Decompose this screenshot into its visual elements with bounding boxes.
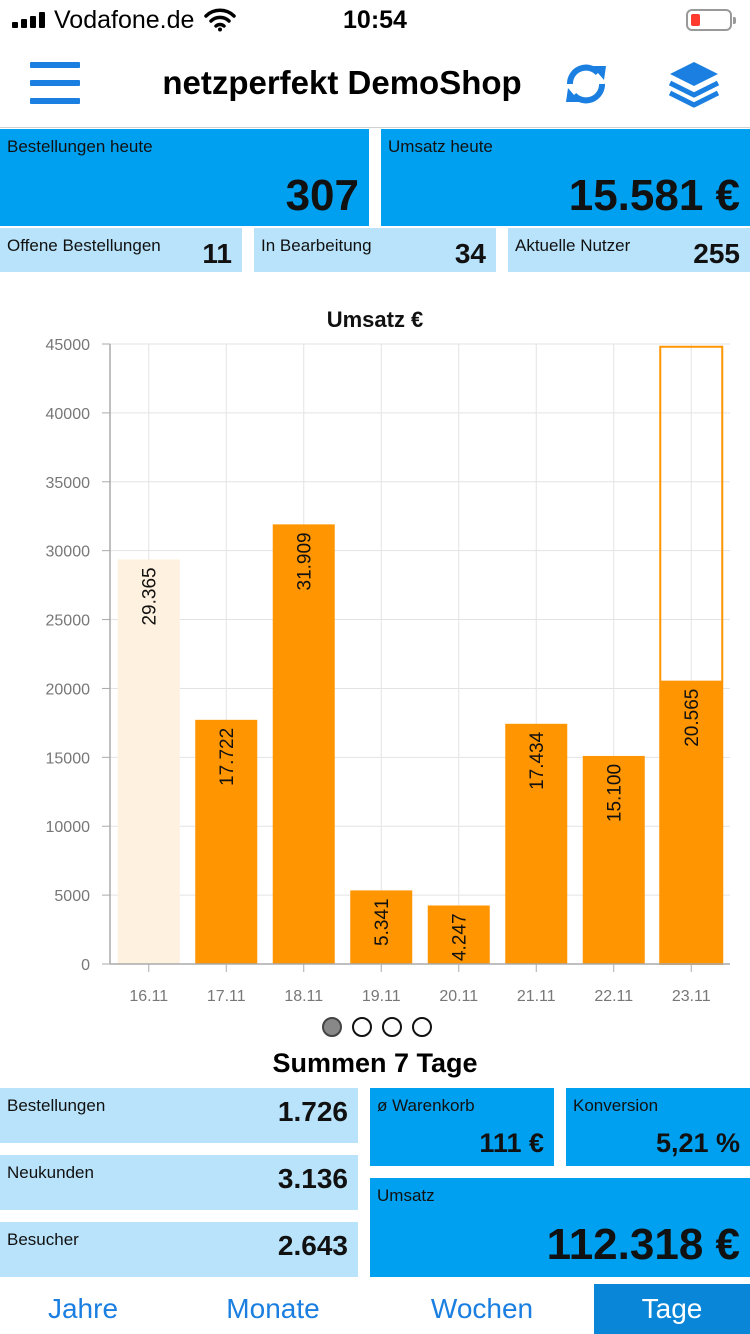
- tab-months[interactable]: Monate: [226, 1293, 320, 1324]
- pager-dot[interactable]: [352, 1017, 372, 1037]
- tab-days[interactable]: Tage: [594, 1284, 750, 1334]
- summary-orders-label: Bestellungen: [7, 1096, 106, 1115]
- summary-orders-value: 1.726: [277, 1096, 348, 1127]
- tab-years[interactable]: Jahre: [47, 1293, 119, 1324]
- orders-today-value: 307: [285, 171, 359, 220]
- layers-icon[interactable]: [666, 58, 722, 110]
- summary-new-customers-tile[interactable]: Neukunden 3.136: [0, 1155, 358, 1210]
- conversion-value: 5,21 %: [655, 1128, 740, 1158]
- avg-basket-label: ø Warenkorb: [377, 1096, 475, 1115]
- bar-23.11: [660, 680, 723, 964]
- avg-basket-value: 111 €: [479, 1128, 544, 1158]
- orders-today-label: Bestellungen heute: [7, 137, 153, 156]
- revenue-today-label: Umsatz heute: [388, 137, 493, 156]
- signal-strength-icon: [12, 12, 48, 28]
- x-tick-label: 22.11: [594, 988, 633, 1005]
- summary-visitors-tile[interactable]: Besucher 2.643: [0, 1222, 358, 1277]
- current-users-value: 255: [693, 238, 740, 269]
- app-header: netzperfekt DemoShop: [0, 40, 750, 128]
- conversion-tile[interactable]: Konversion 5,21 %: [566, 1088, 750, 1166]
- hamburger-menu-icon[interactable]: [30, 60, 82, 106]
- open-orders-value: 11: [202, 238, 232, 269]
- x-tick-label: 17.11: [207, 988, 246, 1005]
- y-tick-label: 5000: [54, 888, 90, 905]
- avg-basket-tile[interactable]: ø Warenkorb 111 €: [370, 1088, 554, 1166]
- bar-19.11: [350, 890, 413, 964]
- x-tick-label: 23.11: [672, 988, 711, 1005]
- battery-icon: [686, 9, 736, 31]
- open-orders-tile[interactable]: Offene Bestellungen 11: [0, 228, 242, 272]
- chart-title: Umsatz €: [327, 307, 424, 332]
- app-title: netzperfekt DemoShop: [162, 64, 522, 101]
- summary-revenue-value: 112.318 €: [546, 1220, 740, 1269]
- bar-value-label: 4.247: [450, 913, 471, 961]
- revenue-today-value: 15.581 €: [568, 171, 740, 220]
- bar-16.11: [117, 559, 180, 964]
- summary-orders-tile[interactable]: Bestellungen 1.726: [0, 1088, 358, 1143]
- bar-18.11: [272, 524, 335, 964]
- chart-pager[interactable]: [322, 1017, 434, 1037]
- bar-17.11: [195, 719, 258, 964]
- x-tick-label: 19.11: [362, 988, 401, 1005]
- bar-value-label: 20.565: [682, 689, 703, 747]
- summary-revenue-tile[interactable]: Umsatz 112.318 €: [370, 1178, 750, 1277]
- bar-22.11: [582, 755, 645, 964]
- bar-value-label: 17.434: [527, 731, 548, 790]
- summary-visitors-value: 2.643: [277, 1230, 348, 1261]
- pager-dot[interactable]: [412, 1017, 432, 1037]
- x-tick-label: 16.11: [129, 988, 168, 1005]
- bar-value-label: 15.100: [605, 764, 626, 822]
- summary-new-customers-value: 3.136: [277, 1163, 348, 1194]
- summary-visitors-label: Besucher: [7, 1230, 79, 1249]
- y-tick-label: 30000: [46, 544, 91, 561]
- orders-today-tile[interactable]: Bestellungen heute 307: [0, 129, 369, 226]
- carrier-name: Vodafone.de: [54, 6, 195, 34]
- x-tick-label: 21.11: [517, 988, 556, 1005]
- tab-weeks[interactable]: Wochen: [430, 1293, 534, 1324]
- pager-dot[interactable]: [382, 1017, 402, 1037]
- y-tick-label: 15000: [46, 750, 91, 767]
- pager-dot[interactable]: [322, 1017, 342, 1037]
- y-tick-label: 45000: [46, 337, 91, 354]
- x-tick-label: 18.11: [284, 988, 323, 1005]
- revenue-bar-chart[interactable]: Umsatz € 0 5000 10000 15000 20000 25000 30000 35…: [0, 300, 750, 1010]
- in-progress-label: In Bearbeitung: [261, 236, 372, 255]
- summary-revenue-label: Umsatz: [377, 1186, 435, 1205]
- x-tick-label: 20.11: [439, 988, 478, 1005]
- bar-value-label: 29.365: [140, 567, 161, 625]
- summary-new-customers-label: Neukunden: [7, 1163, 94, 1182]
- revenue-today-tile[interactable]: Umsatz heute 15.581 €: [381, 129, 750, 226]
- in-progress-tile[interactable]: In Bearbeitung 34: [254, 228, 496, 272]
- open-orders-label: Offene Bestellungen: [7, 236, 161, 255]
- bar-value-label: 5.341: [372, 898, 393, 946]
- status-bar: Vodafone.de 10:54: [0, 0, 750, 40]
- refresh-icon[interactable]: [562, 62, 610, 106]
- bar-20.11: [427, 905, 490, 964]
- y-tick-label: 35000: [46, 475, 91, 492]
- current-users-label: Aktuelle Nutzer: [515, 236, 631, 255]
- summary-title: Summen 7 Tage: [272, 1048, 478, 1078]
- y-tick-label: 40000: [46, 406, 91, 423]
- current-users-tile[interactable]: Aktuelle Nutzer 255: [508, 228, 750, 272]
- bar-value-label: 31.909: [295, 532, 316, 590]
- y-tick-label: 20000: [46, 681, 91, 698]
- conversion-label: Konversion: [573, 1096, 659, 1115]
- in-progress-value: 34: [454, 238, 486, 269]
- y-tick-label: 10000: [46, 819, 91, 836]
- y-tick-label: 25000: [46, 613, 91, 630]
- bar-value-label: 17.722: [217, 728, 238, 786]
- y-tick-label: 0: [81, 957, 90, 974]
- bar-21.11: [505, 723, 568, 964]
- wifi-icon: [204, 8, 236, 32]
